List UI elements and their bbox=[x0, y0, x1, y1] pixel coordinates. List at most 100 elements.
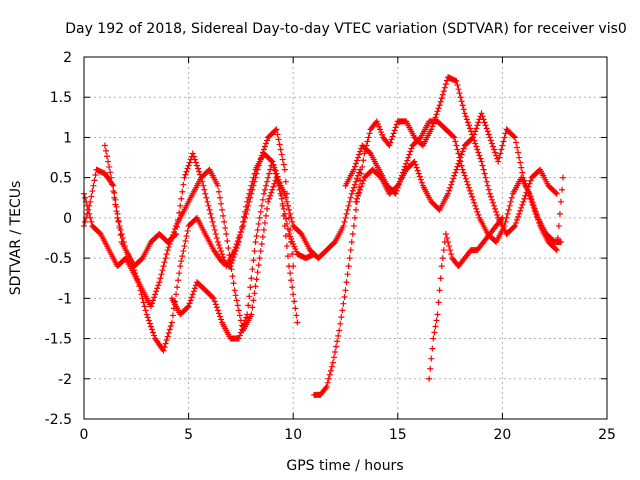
data-point bbox=[484, 128, 491, 135]
data-point bbox=[259, 149, 266, 156]
y-tick-label: -2 bbox=[58, 372, 72, 388]
data-point bbox=[175, 216, 182, 223]
x-tick-label: 15 bbox=[389, 427, 407, 443]
data-point bbox=[267, 192, 274, 199]
data-point bbox=[443, 235, 450, 241]
data-point bbox=[484, 182, 491, 189]
data-point bbox=[148, 326, 155, 333]
data-point bbox=[182, 238, 189, 245]
data-point bbox=[387, 139, 394, 146]
data-point bbox=[404, 157, 411, 164]
data-point bbox=[435, 299, 442, 306]
data-point bbox=[552, 189, 559, 196]
data-point bbox=[84, 202, 91, 209]
data-point bbox=[462, 113, 469, 120]
data-point bbox=[457, 154, 464, 161]
data-point bbox=[169, 312, 176, 319]
data-point bbox=[344, 271, 351, 278]
data-point bbox=[244, 311, 251, 318]
data-point bbox=[257, 155, 264, 162]
data-point bbox=[96, 229, 103, 236]
data-point bbox=[192, 159, 199, 166]
data-point bbox=[185, 162, 192, 169]
data-point bbox=[146, 320, 153, 327]
data-point bbox=[492, 205, 499, 212]
chart-title: Day 192 of 2018, Sidereal Day-to-day VTE… bbox=[65, 21, 627, 37]
data-point bbox=[219, 206, 226, 213]
data-point bbox=[163, 251, 170, 258]
data-point bbox=[555, 222, 562, 229]
series-track-7 bbox=[352, 110, 567, 254]
data-point bbox=[365, 134, 372, 141]
data-point bbox=[462, 175, 469, 182]
data-point bbox=[161, 344, 168, 351]
data-point bbox=[230, 280, 237, 287]
data-point bbox=[147, 323, 154, 330]
data-point bbox=[164, 333, 171, 340]
data-point bbox=[219, 251, 226, 258]
data-point bbox=[222, 224, 229, 231]
data-point bbox=[289, 251, 296, 258]
x-tick-label: 0 bbox=[80, 427, 89, 443]
data-point bbox=[350, 184, 357, 191]
data-point bbox=[216, 245, 223, 252]
data-point bbox=[460, 145, 467, 152]
data-point bbox=[208, 214, 215, 221]
data-point bbox=[278, 192, 285, 199]
data-point bbox=[505, 206, 512, 213]
data-point bbox=[109, 181, 116, 188]
data-point bbox=[354, 157, 361, 164]
data-point bbox=[150, 329, 157, 336]
data-point bbox=[283, 190, 290, 197]
data-point bbox=[290, 291, 297, 298]
plot-frame bbox=[83, 56, 608, 420]
data-point bbox=[258, 202, 265, 209]
axis-ticks: 0 5 10 15 20 25 -2.5 -2 -1.5 -1 -0.5 0 0.5 1 1.5 2 bbox=[45, 50, 616, 443]
data-point bbox=[180, 248, 187, 255]
data-point bbox=[257, 208, 264, 215]
y-tick-label: -1.5 bbox=[45, 332, 72, 348]
data-point bbox=[335, 332, 342, 339]
data-point bbox=[198, 174, 205, 181]
data-point bbox=[474, 122, 481, 129]
data-point bbox=[464, 119, 471, 126]
data-point bbox=[281, 166, 288, 173]
data-point bbox=[348, 239, 355, 246]
data-point bbox=[405, 154, 412, 161]
data-point bbox=[203, 194, 210, 201]
data-point bbox=[253, 232, 260, 239]
data-point bbox=[193, 162, 200, 169]
data-point bbox=[486, 190, 493, 197]
data-point bbox=[465, 184, 472, 191]
data-point bbox=[536, 219, 543, 226]
data-point bbox=[445, 190, 452, 197]
data-point bbox=[233, 297, 240, 304]
data-point bbox=[284, 202, 291, 209]
data-point bbox=[153, 288, 160, 295]
data-point bbox=[186, 159, 193, 166]
data-point bbox=[354, 195, 361, 202]
data-point bbox=[246, 198, 253, 205]
data-point bbox=[163, 337, 170, 344]
data-point bbox=[526, 192, 533, 199]
data-point bbox=[144, 314, 151, 321]
data-point bbox=[497, 150, 504, 157]
data-point bbox=[264, 137, 271, 144]
data-point bbox=[481, 170, 488, 177]
data-point bbox=[165, 244, 172, 251]
data-point bbox=[469, 135, 476, 142]
data-point bbox=[470, 134, 477, 141]
data-point bbox=[486, 134, 493, 141]
data-point bbox=[456, 157, 463, 164]
data-point bbox=[276, 141, 283, 148]
data-point bbox=[357, 148, 364, 155]
data-point bbox=[211, 298, 218, 305]
data-point bbox=[512, 219, 519, 226]
data-point bbox=[366, 149, 373, 156]
data-point bbox=[201, 186, 208, 193]
data-point bbox=[351, 214, 358, 221]
data-point bbox=[428, 355, 435, 362]
data-point bbox=[437, 275, 444, 282]
data-point bbox=[553, 247, 560, 254]
data-point bbox=[82, 218, 89, 225]
